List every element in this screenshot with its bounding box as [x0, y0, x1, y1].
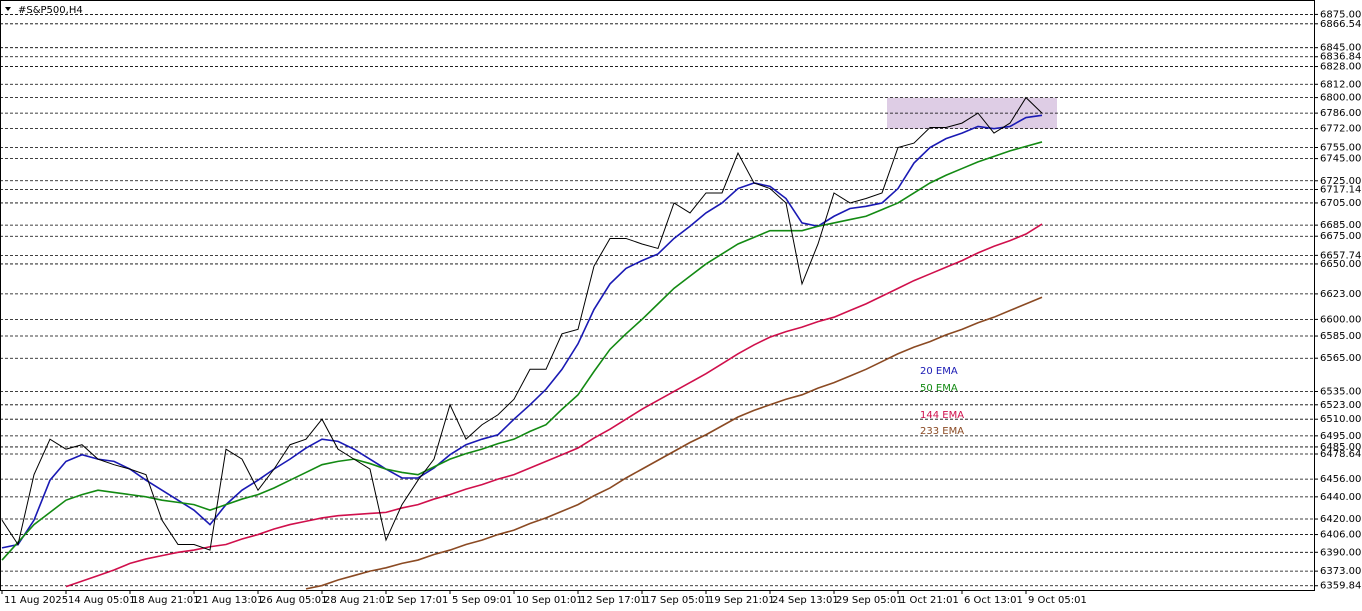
ema-line: [305, 296, 1043, 590]
x-tick-label: 24 Sep 13:01: [772, 595, 839, 606]
y-tick-label: 6725.00: [1320, 176, 1361, 187]
legend-label: 50 EMA: [920, 383, 958, 394]
x-tick-label: 10 Sep 01:01: [516, 595, 583, 606]
y-tick-label: 6675.00: [1320, 231, 1361, 242]
y-tick-label: 6717.14: [1320, 184, 1361, 195]
x-tick-label: 5 Sep 09:01: [452, 595, 512, 606]
y-tick-label: 6812.00: [1320, 79, 1361, 90]
y-tick-label: 6585.00: [1320, 331, 1361, 342]
y-tick-label: 6495.00: [1320, 431, 1361, 442]
y-tick-label: 6390.00: [1320, 547, 1361, 558]
x-tick-label: 6 Oct 13:01: [964, 595, 1023, 606]
x-tick-label: 29 Sep 05:01: [836, 595, 903, 606]
x-tick-label: 1 Oct 21:01: [900, 595, 959, 606]
y-tick-label: 6565.00: [1320, 353, 1361, 364]
chart-title: #S&P500,H4: [18, 5, 83, 16]
x-tick-label: 14 Aug 05:01: [68, 595, 135, 606]
y-tick-label: 6359.84: [1320, 581, 1361, 592]
y-tick-label: 6373.00: [1320, 566, 1361, 577]
y-tick-label: 6440.00: [1320, 492, 1361, 503]
y-tick-label: 6600.00: [1320, 314, 1361, 325]
x-tick-label: 26 Aug 05:01: [260, 595, 327, 606]
x-tick-label: 9 Oct 05:01: [1028, 595, 1087, 606]
x-tick-label: 21 Aug 13:01: [196, 595, 263, 606]
y-tick-label: 6420.00: [1320, 514, 1361, 525]
y-tick-label: 6456.00: [1320, 474, 1361, 485]
x-tick-label: 12 Sep 17:01: [580, 595, 647, 606]
y-tick-label: 6772.00: [1320, 124, 1361, 135]
plot-frame: [0, 0, 1315, 591]
x-tick-label: 17 Sep 05:01: [644, 595, 711, 606]
y-tick-label: 6535.00: [1320, 386, 1361, 397]
x-tick-label: 18 Aug 21:01: [132, 595, 199, 606]
price-line: [1, 96, 1043, 551]
y-tick-label: 6755.00: [1320, 143, 1361, 154]
y-tick-label: 6786.00: [1320, 108, 1361, 119]
y-tick-label: 6406.00: [1320, 530, 1361, 541]
legend-label: 233 EMA: [920, 426, 964, 437]
y-tick-label: 6685.00: [1320, 220, 1361, 231]
legend-label: 20 EMA: [920, 366, 958, 377]
y-tick-label: 6485.00: [1320, 442, 1361, 453]
legend-label: 144 EMA: [920, 410, 964, 421]
y-tick-label: 6836.84: [1320, 52, 1361, 63]
y-tick-label: 6875.00: [1320, 9, 1361, 20]
y-tick-label: 6650.00: [1320, 259, 1361, 270]
y-tick-label: 6800.00: [1320, 93, 1361, 104]
y-tick-label: 6745.00: [1320, 154, 1361, 165]
y-tick-label: 6510.00: [1320, 414, 1361, 425]
menu-arrow: [5, 7, 11, 11]
x-tick-label: 11 Aug 2025: [4, 595, 68, 606]
x-tick-label: 28 Aug 21:01: [324, 595, 391, 606]
y-tick-label: 6828.00: [1320, 62, 1361, 73]
x-tick-label: 2 Sep 17:01: [388, 595, 448, 606]
ema-line: [1, 141, 1043, 561]
y-tick-label: 6478.64: [1320, 449, 1361, 460]
y-tick-label: 6623.00: [1320, 289, 1361, 300]
ema-line: [65, 223, 1043, 588]
y-tick-label: 6657.74: [1320, 250, 1361, 261]
y-tick-label: 6845.00: [1320, 43, 1361, 54]
x-tick-label: 19 Sep 21:01: [708, 595, 775, 606]
ema-line: [1, 114, 1043, 549]
y-tick-label: 6705.00: [1320, 198, 1361, 209]
y-tick-label: 6523.00: [1320, 400, 1361, 411]
y-tick-label: 6866.54: [1320, 19, 1361, 30]
